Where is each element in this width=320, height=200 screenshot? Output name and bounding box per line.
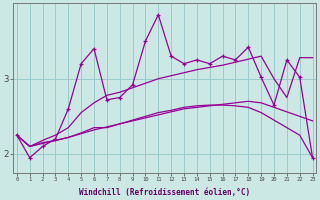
X-axis label: Windchill (Refroidissement éolien,°C): Windchill (Refroidissement éolien,°C) bbox=[79, 188, 250, 197]
